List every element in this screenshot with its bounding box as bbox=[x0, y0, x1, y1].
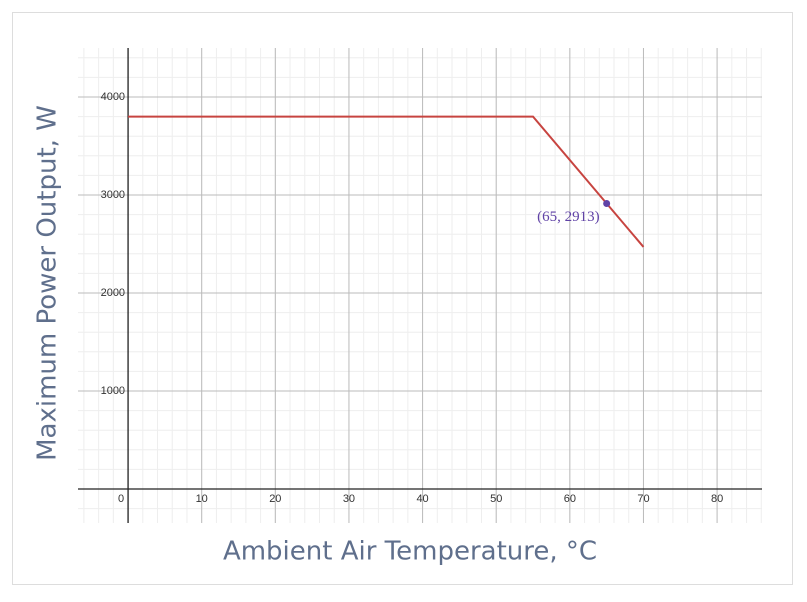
x-tick-label: 0 bbox=[118, 493, 124, 505]
x-tick-label: 50 bbox=[490, 493, 502, 505]
x-tick-label: 60 bbox=[564, 493, 576, 505]
y-tick-label: 1000 bbox=[101, 385, 125, 397]
y-axis-title: Maximum Power Output, W bbox=[33, 105, 63, 461]
y-tick-label: 2000 bbox=[101, 287, 125, 299]
y-tick-label: 4000 bbox=[101, 91, 125, 103]
x-tick-label: 30 bbox=[343, 493, 355, 505]
point bbox=[603, 200, 611, 208]
x-tick-label: 80 bbox=[711, 493, 723, 505]
x-tick-label: 40 bbox=[416, 493, 428, 505]
y-tick-label: 3000 bbox=[101, 189, 125, 201]
frame bbox=[12, 12, 793, 585]
x-tick-label: 70 bbox=[637, 493, 649, 505]
x-tick-label: 20 bbox=[269, 493, 281, 505]
x-tick-label: 10 bbox=[196, 493, 208, 505]
x-axis-title: Ambient Air Temperature, °C bbox=[223, 537, 597, 567]
point-label: (65, 2913) bbox=[537, 209, 600, 225]
